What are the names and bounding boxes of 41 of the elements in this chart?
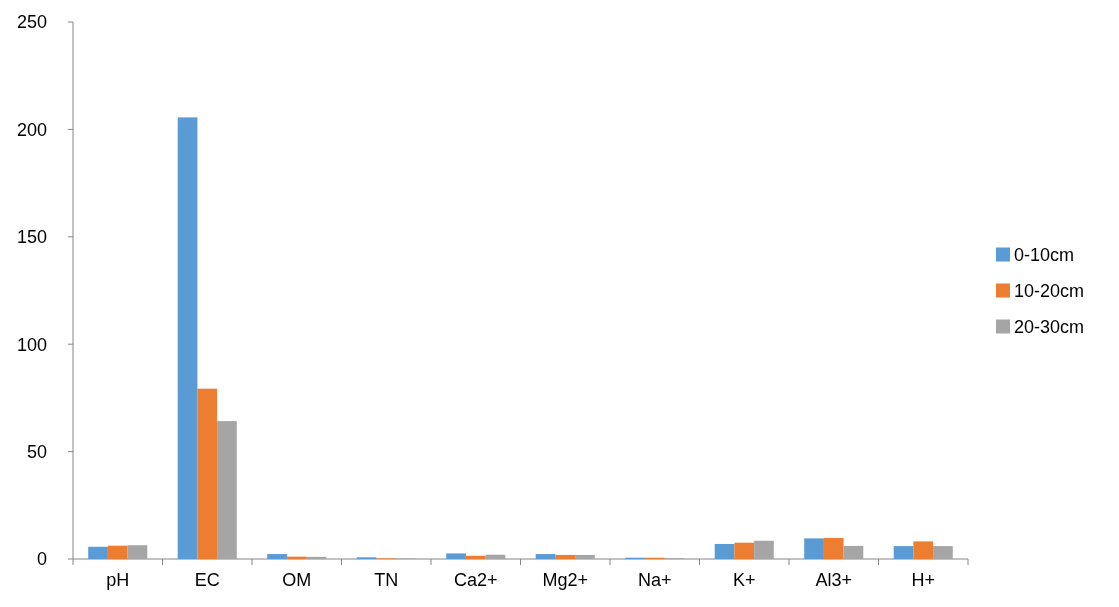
bar bbox=[446, 553, 466, 559]
bar bbox=[575, 554, 595, 559]
bar bbox=[714, 543, 735, 559]
x-tick-label: Ca2+ bbox=[453, 570, 498, 590]
legend-label: 10-20cm bbox=[1014, 280, 1085, 301]
bar bbox=[933, 546, 953, 559]
legend-label: 0-10cm bbox=[1014, 244, 1075, 265]
y-tick-label: 200 bbox=[16, 119, 47, 140]
bar bbox=[555, 554, 576, 559]
bar bbox=[267, 554, 287, 559]
bar bbox=[734, 542, 755, 559]
bar bbox=[177, 117, 198, 559]
x-tick-label: Mg2+ bbox=[542, 570, 589, 590]
bar bbox=[843, 545, 864, 559]
bar bbox=[107, 545, 128, 559]
y-tick-label: 150 bbox=[16, 227, 47, 248]
x-tick-label: OM bbox=[282, 570, 312, 590]
x-tick-label: TN bbox=[374, 570, 399, 590]
x-tick-label: Na+ bbox=[637, 570, 672, 590]
y-tick-label: 50 bbox=[26, 441, 47, 462]
x-tick-label: H+ bbox=[911, 570, 936, 590]
bar bbox=[88, 546, 108, 559]
legend-label: 20-30cm bbox=[1014, 316, 1085, 337]
x-tick-label: K+ bbox=[732, 570, 756, 590]
bar bbox=[465, 555, 486, 559]
bar bbox=[306, 556, 327, 559]
bar bbox=[197, 388, 218, 559]
bar bbox=[823, 537, 844, 559]
x-tick-label: EC bbox=[194, 570, 220, 590]
bar bbox=[217, 421, 237, 559]
bar bbox=[913, 541, 934, 559]
bar bbox=[893, 546, 914, 559]
x-tick-label: Al3+ bbox=[815, 570, 853, 590]
x-tick-label: pH bbox=[106, 570, 130, 590]
bar bbox=[754, 540, 774, 559]
y-tick-label: 0 bbox=[36, 549, 47, 570]
y-tick-label: 100 bbox=[16, 334, 47, 355]
bar bbox=[535, 554, 556, 559]
bar bbox=[804, 538, 824, 559]
bar bbox=[127, 545, 148, 559]
y-tick-label: 250 bbox=[16, 12, 47, 33]
